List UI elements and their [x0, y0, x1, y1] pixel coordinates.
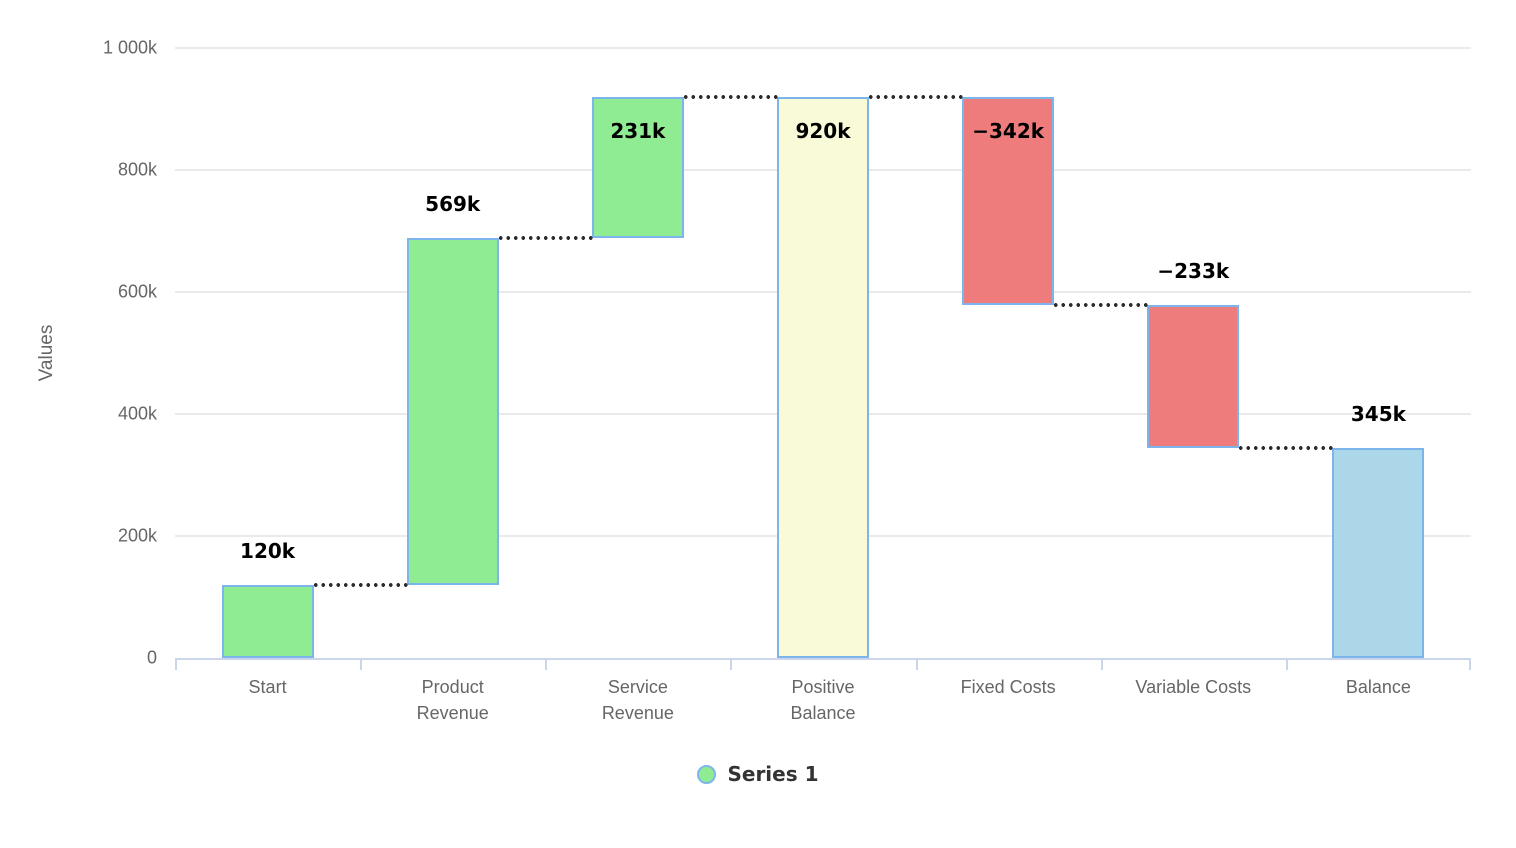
- x-axis-label-balance: Balance: [1345, 677, 1411, 697]
- bar-value-label: −233k: [1157, 259, 1230, 284]
- x-axis-tick: [1100, 658, 1103, 670]
- connector-line: [311, 582, 409, 587]
- bar-service-revenue[interactable]: [591, 96, 684, 238]
- bar-product-revenue[interactable]: [406, 237, 499, 585]
- x-axis-label-fixed-costs: Fixed Costs: [960, 677, 1056, 697]
- gridline: [175, 47, 1471, 49]
- connector-line: [867, 94, 965, 99]
- connector-line: [1237, 445, 1335, 450]
- y-tick-label: 400k: [117, 403, 157, 424]
- bar-value-label: 569k: [425, 191, 481, 216]
- y-tick-label: 800k: [117, 159, 157, 180]
- bar-balance[interactable]: [1332, 447, 1425, 658]
- legend: Series 1: [0, 762, 1516, 786]
- bar-value-label: 920k: [795, 118, 851, 143]
- x-axis-label-start: Start: [248, 677, 287, 697]
- x-axis-label-positive-balance: Positive Balance: [790, 677, 856, 723]
- x-axis-tick: [1469, 658, 1471, 670]
- bar-value-label: −342k: [972, 118, 1045, 143]
- x-axis-tick: [1285, 658, 1288, 670]
- bar-value-label: 120k: [240, 538, 296, 563]
- x-axis-tick: [730, 658, 733, 670]
- x-axis-tick: [360, 658, 363, 670]
- x-axis-label-product-revenue: Product Revenue: [416, 677, 489, 723]
- x-axis-label-service-revenue: Service Revenue: [601, 677, 674, 723]
- y-axis-tick-labels: 0 200k 400k 600k 800k 1 000k: [0, 0, 157, 848]
- legend-item-series-1[interactable]: Series 1: [697, 762, 819, 786]
- y-tick-label: 1 000k: [102, 37, 157, 58]
- x-axis-tick: [175, 658, 177, 670]
- series-label: Series 1: [727, 762, 819, 786]
- bar-value-label: 231k: [610, 118, 666, 143]
- connector-line: [681, 94, 779, 99]
- x-axis-tick: [915, 658, 918, 670]
- bar-variable-costs[interactable]: [1147, 305, 1240, 448]
- x-axis-tick: [545, 658, 548, 670]
- series-marker-icon: [697, 764, 717, 784]
- bar-positive-balance[interactable]: [777, 96, 869, 658]
- y-tick-label: 200k: [117, 525, 157, 546]
- bar-value-label: 345k: [1350, 401, 1406, 426]
- bar-fixed-costs[interactable]: [962, 96, 1055, 306]
- x-axis-label-variable-costs: Variable Costs: [1135, 677, 1252, 697]
- bar-start[interactable]: [221, 584, 314, 658]
- plot-area: 120k 569k 231k 920k −342k −233k 345k: [175, 47, 1471, 670]
- y-tick-label: 0: [146, 647, 157, 668]
- connector-line: [1052, 303, 1150, 308]
- connector-line: [496, 235, 594, 240]
- y-tick-label: 600k: [117, 281, 157, 302]
